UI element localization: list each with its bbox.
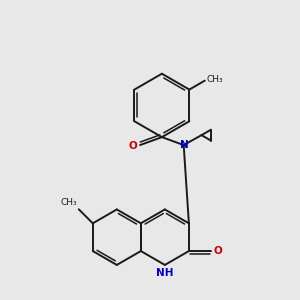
Text: CH₃: CH₃	[60, 198, 77, 207]
Text: N: N	[180, 140, 189, 150]
Text: CH₃: CH₃	[207, 75, 224, 84]
Text: NH: NH	[156, 268, 174, 278]
Text: O: O	[213, 246, 222, 256]
Text: O: O	[129, 141, 137, 151]
